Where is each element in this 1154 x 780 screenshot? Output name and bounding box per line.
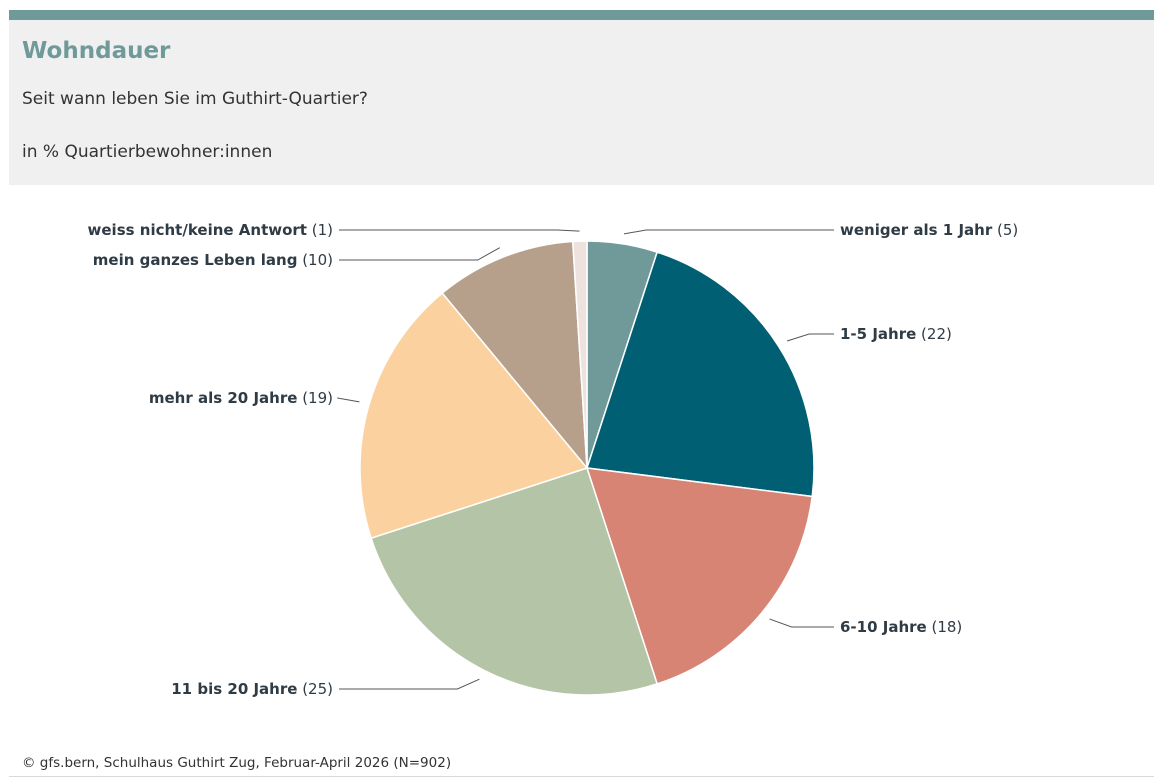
slice-label-11-bis-20-jahre: 11 bis 20 Jahre (25) (171, 680, 333, 698)
pie-slice-weiss-nicht-keine-antwort (571, 240, 588, 469)
leader-line-6-10-jahre (769, 618, 834, 628)
slice-label-6-10-jahre: 6-10 Jahre (18) (840, 618, 962, 636)
leader-line-mein-ganzes-leben-lang (339, 247, 500, 261)
slice-label-mein-ganzes-leben-lang: mein ganzes Leben lang (10) (93, 251, 333, 269)
pie-slice-mein-ganzes-leben-lang (441, 240, 588, 471)
pie-slice-1-5-jahre (586, 251, 815, 498)
chart-unit: in % Quartierbewohner:innen (22, 142, 273, 162)
leader-line-weiss-nicht-keine-antwort (339, 229, 580, 232)
header-panel (9, 20, 1154, 185)
source-note: © gfs.bern, Schulhaus Guthirt Zug, Febru… (22, 755, 452, 771)
slice-label-weniger-als-1-jahr: weniger als 1 Jahr (5) (840, 221, 1018, 239)
leader-line-11-bis-20-jahre (339, 678, 480, 690)
pie-chart: weniger als 1 Jahr (5) 1-5 Jahre (22) 6-10… (88, 221, 1019, 698)
bottom-divider (9, 776, 1154, 777)
slice-label-weiss-nicht-keine-antwort: weiss nicht/keine Antwort (1) (88, 221, 333, 239)
accent-bar (9, 10, 1154, 20)
chart-subtitle: Seit wann leben Sie im Guthirt-Quartier? (22, 89, 368, 109)
pie-slice-6-10-jahre (585, 467, 814, 685)
slice-label-mehr-als-20-jahre: mehr als 20 Jahre (19) (149, 389, 333, 407)
pie-slice-mehr-als-20-jahre (359, 292, 589, 540)
slice-label-1-5-jahre: 1-5 Jahre (22) (840, 325, 952, 343)
leader-line-mehr-als-20-jahre (337, 397, 360, 403)
chart-title: Wohndauer (22, 38, 171, 64)
pie-slice-11-bis-20-jahre (370, 467, 659, 696)
leader-line-weniger-als-1-jahr (623, 229, 834, 235)
leader-line-1-5-jahre (786, 333, 834, 342)
